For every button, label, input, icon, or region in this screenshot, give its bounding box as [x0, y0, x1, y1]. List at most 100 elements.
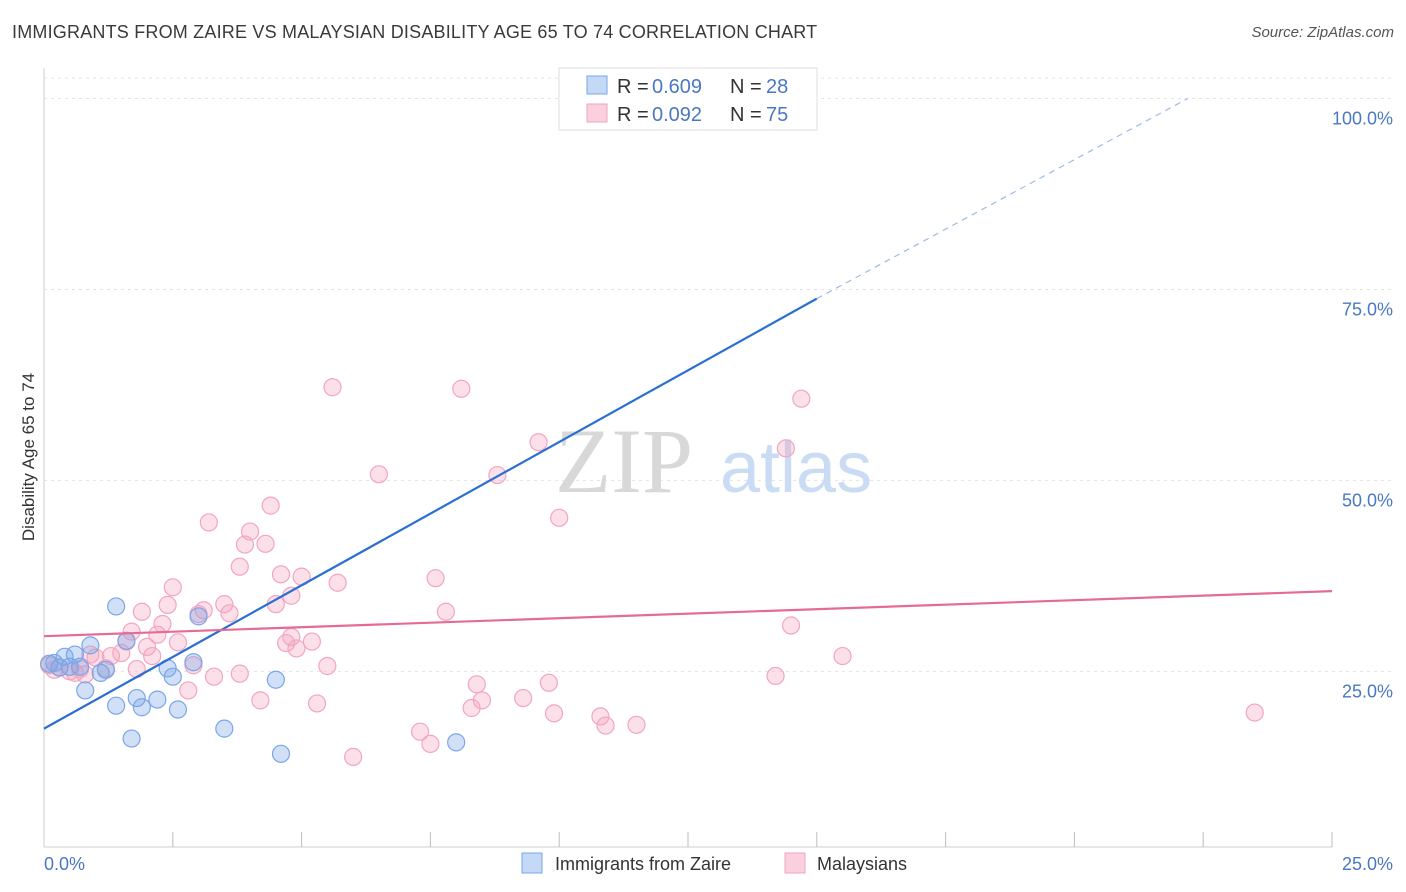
correlation-legend: R = 0.609 N = 28 R = 0.092 N = 75: [558, 67, 818, 131]
malaysians-point: [544, 704, 564, 723]
malaysians-point: [627, 715, 646, 734]
malaysians-point: [132, 602, 151, 621]
y-tick-label-75: 75.0%: [1342, 299, 1393, 319]
x-tick-label-min: 0.0%: [44, 854, 85, 874]
malaysians-point: [550, 508, 569, 527]
legend-n-label-pink: N =: [730, 104, 762, 126]
malaysians-point: [344, 747, 363, 766]
chart-source: Source: ZipAtlas.com: [1251, 24, 1394, 41]
zaire-point: [189, 607, 208, 626]
malaysians-point: [452, 379, 471, 398]
zaire-point: [91, 663, 110, 682]
zaire-point: [168, 700, 188, 719]
malaysians-point: [426, 569, 445, 588]
malaysians-point: [179, 681, 198, 700]
malaysians-point: [148, 625, 167, 644]
zaire-trend-extension: [816, 98, 1189, 300]
legend-r-label-pink: R =: [617, 104, 649, 126]
x-tick-label-max: 25.0%: [1342, 854, 1393, 874]
legend-n-value-pink: 75: [766, 104, 788, 126]
legend-n-label-blue: N =: [730, 76, 762, 98]
malaysians-point: [781, 616, 801, 635]
zaire-point: [117, 631, 136, 650]
malaysians-point: [199, 513, 218, 532]
legend-r-value-pink: 0.092: [652, 104, 702, 126]
malaysians-point: [81, 645, 100, 664]
zaire-point: [45, 653, 64, 673]
malaysians-point: [256, 534, 275, 553]
malaysians-point: [168, 633, 188, 652]
malaysians-point: [153, 614, 172, 634]
malaysians-point: [369, 465, 388, 484]
malaysians-point: [122, 622, 141, 641]
zaire-point: [107, 597, 126, 616]
y-tick-label-25: 25.0%: [1342, 681, 1393, 701]
malaysians-point: [230, 557, 249, 576]
malaysians-point: [163, 578, 182, 597]
x-tick-marks: [172, 832, 1333, 847]
zaire-point: [184, 653, 203, 672]
malaysians-point: [328, 573, 347, 592]
malaysians-point: [596, 716, 615, 735]
malaysians-point: [488, 465, 507, 485]
malaysians-point: [220, 604, 239, 623]
malaysians-point: [230, 664, 249, 683]
malaysians-point: [766, 666, 785, 686]
zaire-point: [163, 667, 182, 686]
y-tick-label-50: 50.0%: [1342, 490, 1393, 510]
malaysians-point: [323, 378, 342, 397]
zaire-point: [40, 654, 59, 673]
malaysians-point: [302, 632, 322, 651]
series-legend: Immigrants from Zaire Malaysians: [521, 852, 907, 874]
y-tick-label-100: 100.0%: [1332, 109, 1393, 129]
gridlines: [44, 77, 1392, 672]
series-swatch-zaire: [521, 852, 543, 874]
zaire-point: [215, 719, 234, 738]
trend-lines: [43, 98, 1333, 730]
malaysians-point: [307, 694, 327, 713]
legend-swatch-blue: [586, 75, 608, 95]
legend-swatch-pink: [586, 103, 608, 123]
zaire-point: [76, 681, 95, 700]
malaysians-point: [467, 675, 486, 694]
zaire-point: [127, 688, 146, 708]
zaire-point: [447, 733, 466, 752]
malaysians-point: [833, 646, 852, 666]
malaysians-point: [127, 659, 146, 679]
zaire-point: [271, 744, 291, 763]
legend-r-label-blue: R =: [617, 76, 649, 98]
malaysians-point: [462, 698, 481, 718]
malaysians-point: [251, 691, 270, 710]
zaire-point: [81, 636, 100, 655]
zaire-point: [266, 670, 285, 689]
malaysians-point: [204, 667, 224, 686]
malaysians-point: [529, 433, 548, 452]
zaire-point: [132, 698, 151, 717]
malaysians-point: [143, 646, 162, 666]
malaysians-point: [410, 722, 430, 741]
series-label-zaire: Immigrants from Zaire: [555, 854, 731, 874]
malaysians-point: [240, 522, 260, 541]
y-axis-label: Disability Age 65 to 74: [19, 373, 38, 541]
malaysians-point: [472, 691, 492, 710]
zaire-point: [96, 660, 115, 679]
malaysians-point: [261, 496, 280, 515]
zaire-point: [148, 690, 167, 709]
watermark-zip: ZIP: [555, 410, 693, 512]
malaysians-point: [776, 439, 795, 458]
malaysians-point: [792, 389, 811, 408]
malaysians-point: [318, 656, 337, 676]
malaysians-point: [158, 595, 177, 614]
malaysians-trend-line: [43, 590, 1333, 638]
malaysians-point: [591, 707, 610, 726]
malaysians-point: [215, 595, 234, 614]
malaysians-point: [287, 639, 306, 658]
zaire-point: [122, 729, 141, 748]
zaire-point: [107, 696, 126, 715]
malaysians-point: [271, 565, 291, 584]
malaysians-point: [101, 646, 121, 666]
malaysians-points: [40, 378, 1264, 766]
series-swatch-malaysians: [784, 852, 806, 874]
zaire-point: [55, 647, 74, 666]
